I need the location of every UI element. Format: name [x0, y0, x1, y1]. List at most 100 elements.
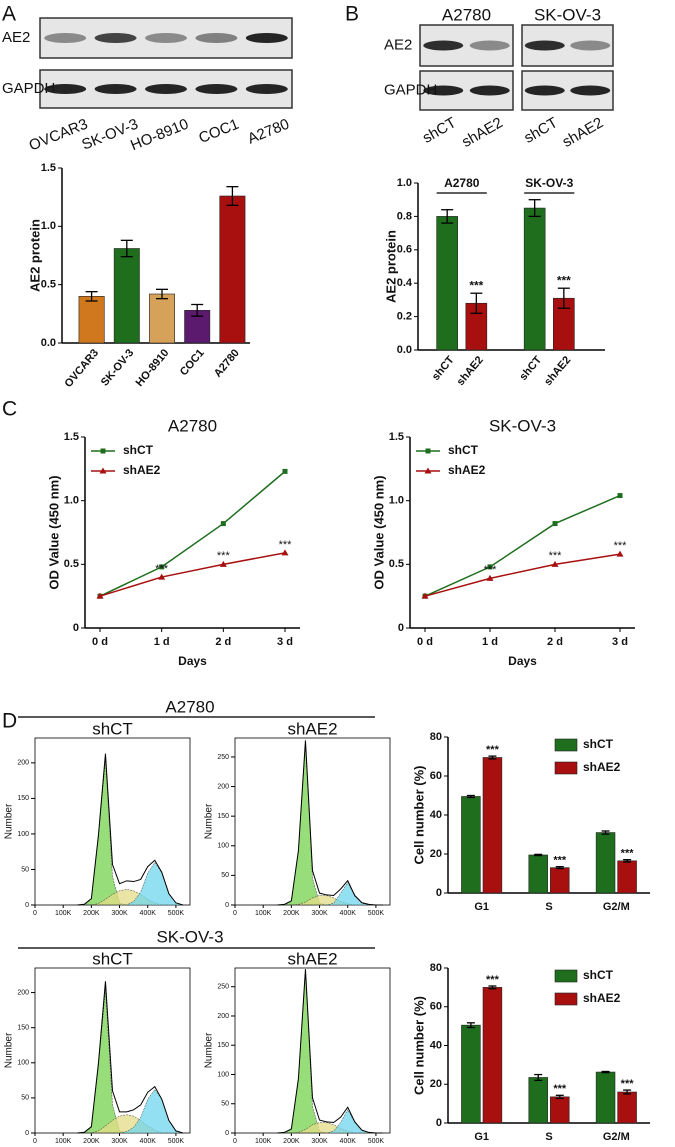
panel-letter: B — [345, 3, 359, 26]
bar — [461, 1024, 481, 1124]
x-tick-label: COC1 — [178, 347, 207, 378]
y-axis-label: OD Value (450 nm) — [371, 475, 386, 589]
x-tick-label: 500K — [168, 1138, 185, 1145]
bar — [617, 860, 637, 894]
x-tick-label: 200K — [83, 1138, 100, 1145]
blot-group-label: SK-OV-3 — [534, 5, 601, 24]
legend-swatch — [554, 761, 578, 775]
blot-row-label: GAPDH — [384, 81, 437, 98]
y-tick-label: 0 — [225, 902, 229, 909]
y-tick-label: 80 — [430, 962, 442, 974]
series-line — [424, 494, 621, 597]
y-tick-label: 0.0 — [397, 344, 412, 356]
x-tick-label: 0 — [33, 1138, 37, 1145]
y-tick-label: 1.0 — [397, 177, 412, 189]
x-tick-label: 100K — [55, 1138, 72, 1145]
bar — [617, 1091, 637, 1124]
x-tick-label: 100K — [55, 910, 72, 917]
blot-band — [423, 85, 464, 96]
bar — [149, 293, 175, 344]
bar — [550, 867, 570, 894]
significance: *** — [486, 974, 500, 986]
x-tick-label: 200K — [83, 910, 100, 917]
x-tick-label: S — [545, 901, 552, 913]
panel-letter: C — [2, 398, 17, 421]
histogram-line — [77, 753, 184, 906]
marker — [282, 468, 288, 474]
significance: *** — [279, 539, 293, 551]
y-axis-label: Number — [204, 803, 215, 839]
y-tick-label: 40 — [430, 809, 442, 821]
significance: *** — [557, 273, 571, 287]
y-tick-label: 0 — [436, 887, 442, 899]
marker — [551, 560, 559, 567]
marker — [159, 564, 165, 570]
legend-swatch — [554, 738, 578, 752]
chart-title: shAE2 — [287, 719, 337, 738]
histogram-area — [277, 882, 383, 906]
y-tick-label: 1.5 — [41, 162, 56, 174]
bar — [461, 796, 481, 894]
y-axis-label: Number — [4, 1032, 15, 1068]
legend-label: shAE2 — [448, 463, 486, 477]
blot-band — [245, 84, 288, 94]
x-tick-label: shAE2 — [455, 354, 486, 388]
y-tick-label: 1.5 — [389, 431, 404, 443]
legend-marker — [424, 467, 432, 474]
blot-band — [570, 85, 611, 96]
bar — [482, 757, 503, 894]
legend-marker — [425, 448, 431, 454]
x-tick-label: 0 — [233, 910, 237, 917]
x-tick-label: 2 d — [547, 636, 563, 648]
legend-label: shCT — [448, 443, 479, 457]
y-tick-label: 200 — [217, 1013, 229, 1020]
x-tick-label: 500K — [368, 910, 385, 917]
lane-label: OVCAR3 — [27, 116, 91, 155]
marker — [421, 592, 429, 599]
legend-marker — [99, 467, 107, 474]
y-tick-label: 0.5 — [64, 558, 79, 570]
y-tick-label: 100 — [217, 1071, 229, 1078]
x-tick-label: 2 d — [215, 636, 231, 648]
significance: *** — [614, 540, 628, 552]
group-title: SK-OV-3 — [156, 927, 223, 946]
y-tick-label: 0 — [25, 902, 29, 909]
histogram-area — [77, 861, 184, 906]
significance: *** — [469, 278, 483, 292]
lane-label: HO-8910 — [128, 116, 191, 155]
y-tick-label: 20 — [430, 1078, 442, 1090]
x-tick-label: 300K — [311, 1138, 328, 1145]
marker — [220, 521, 226, 527]
blot-row-label: AE2 — [384, 36, 412, 53]
significance: *** — [621, 1078, 635, 1090]
blot-band — [94, 33, 137, 43]
y-axis-label: Number — [204, 1032, 215, 1068]
x-tick-label: G1 — [474, 901, 489, 913]
x-tick-label: OVCAR3 — [62, 347, 101, 390]
blot-band — [423, 40, 464, 51]
blot-row-label: GAPDH — [2, 80, 55, 97]
x-tick-label: A2780 — [212, 347, 242, 380]
x-tick-label: shCT — [517, 354, 544, 383]
histogram-line — [277, 740, 383, 906]
x-tick-label: SK-OV-3 — [99, 347, 136, 388]
legend-label: shCT — [123, 443, 154, 457]
y-tick-label: 0.5 — [41, 279, 56, 291]
y-axis-label: Number — [4, 803, 15, 839]
panel-letter: A — [2, 3, 16, 26]
lane-label: shCT — [420, 114, 460, 147]
blot-band — [145, 84, 187, 94]
histogram-area — [77, 889, 183, 906]
histogram-area — [277, 743, 383, 906]
blot-band — [469, 85, 510, 96]
x-tick-label: S — [545, 1131, 552, 1143]
y-tick-label: 50 — [221, 1101, 229, 1108]
x-tick-label: 1 d — [154, 636, 170, 648]
x-tick-label: 500K — [368, 1138, 385, 1145]
y-tick-label: 1.0 — [64, 495, 79, 507]
y-tick-label: 0.5 — [389, 558, 404, 570]
blot-group-label: A2780 — [442, 5, 491, 24]
y-axis-label: Cell number (%) — [411, 766, 426, 865]
bar — [550, 1096, 570, 1124]
y-axis-label: OD Value (450 nm) — [46, 475, 61, 589]
